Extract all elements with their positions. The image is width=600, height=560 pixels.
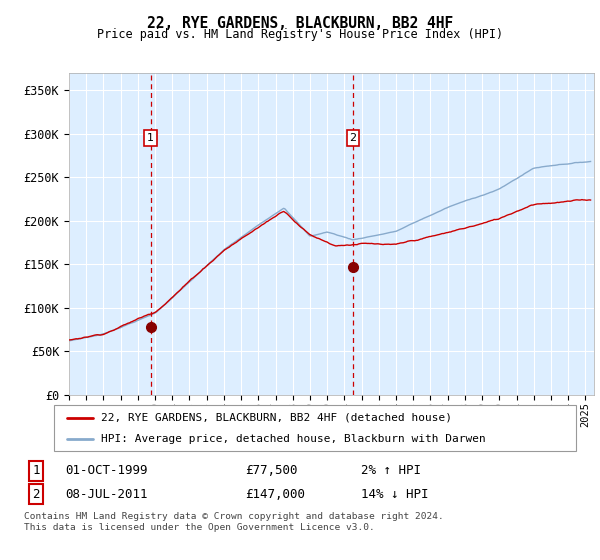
- Text: 08-JUL-2011: 08-JUL-2011: [65, 488, 148, 501]
- Text: 1: 1: [147, 133, 154, 143]
- Text: 1: 1: [32, 464, 40, 478]
- Text: 2: 2: [349, 133, 356, 143]
- Text: HPI: Average price, detached house, Blackburn with Darwen: HPI: Average price, detached house, Blac…: [101, 435, 486, 444]
- Text: 14% ↓ HPI: 14% ↓ HPI: [361, 488, 428, 501]
- Text: 2: 2: [32, 488, 40, 501]
- Text: Contains HM Land Registry data © Crown copyright and database right 2024.
This d: Contains HM Land Registry data © Crown c…: [24, 512, 444, 531]
- Text: 2% ↑ HPI: 2% ↑ HPI: [361, 464, 421, 478]
- Text: £147,000: £147,000: [245, 488, 305, 501]
- Text: 01-OCT-1999: 01-OCT-1999: [65, 464, 148, 478]
- Text: 22, RYE GARDENS, BLACKBURN, BB2 4HF: 22, RYE GARDENS, BLACKBURN, BB2 4HF: [147, 16, 453, 31]
- Text: 22, RYE GARDENS, BLACKBURN, BB2 4HF (detached house): 22, RYE GARDENS, BLACKBURN, BB2 4HF (det…: [101, 413, 452, 423]
- Text: £77,500: £77,500: [245, 464, 298, 478]
- Text: Price paid vs. HM Land Registry's House Price Index (HPI): Price paid vs. HM Land Registry's House …: [97, 28, 503, 41]
